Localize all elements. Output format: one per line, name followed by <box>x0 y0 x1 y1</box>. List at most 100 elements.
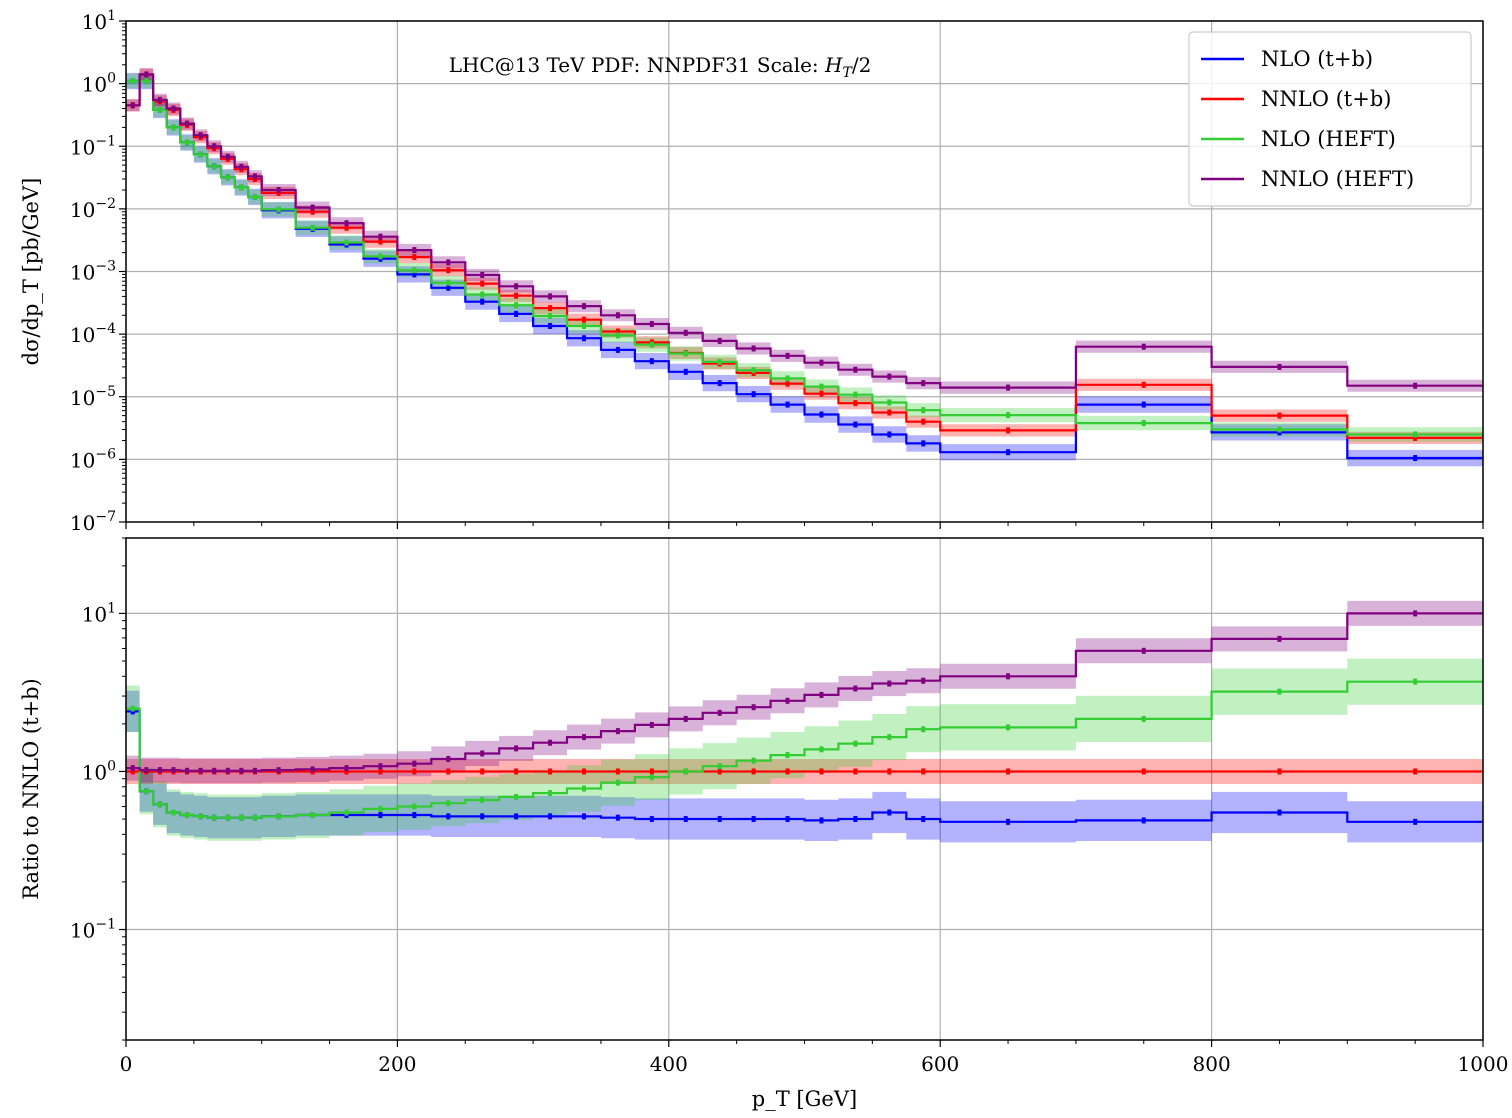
top-point-nnlo-t-b-15 <box>446 267 451 274</box>
top-point-nlo-t-b-23 <box>717 380 722 387</box>
top-point-nlo-t-b-24 <box>751 391 756 398</box>
bottom-point-nlo-heft-25 <box>785 752 790 759</box>
top-point-nlo-heft-14 <box>412 267 417 274</box>
bottom-point-nlo-heft-20 <box>615 779 620 786</box>
top-point-nnlo-t-b-27 <box>853 400 858 407</box>
bottom-plot-background <box>126 538 1483 1040</box>
top-point-nlo-heft-6 <box>212 163 217 170</box>
bottom-point-nnlo-heft-28 <box>887 680 892 687</box>
bottom-point-nnlo-heft-15 <box>446 755 451 762</box>
top-point-nnlo-t-b-16 <box>480 280 485 287</box>
top-axis-ticks: 101 100 10−1 10−2 10−3 10−4 10−5 10−6 10−7 <box>70 8 1484 535</box>
bottom-point-nnlo-t-b-16 <box>480 768 485 775</box>
y-tick-label-2: 10−1 <box>70 133 116 159</box>
top-point-nnlo-t-b-17 <box>514 292 519 299</box>
top-point-nnlo-t-b-13 <box>378 238 383 245</box>
y-tick-label-6: 10−5 <box>70 384 116 410</box>
bottom-point-nlo-heft-19 <box>581 785 586 792</box>
bottom-point-nlo-heft-7 <box>225 814 230 821</box>
top-point-nnlo-t-b-30 <box>1006 427 1011 434</box>
x-tick-label-2: 400 <box>650 1052 688 1076</box>
top-point-nnlo-heft-7 <box>225 153 230 160</box>
bottom-point-nnlo-t-b-27 <box>853 768 858 775</box>
top-point-nnlo-heft-5 <box>198 132 203 139</box>
top-point-nlo-t-b-27 <box>853 421 858 428</box>
top-point-nlo-heft-4 <box>185 139 190 146</box>
top-panel: 101 100 10−1 10−2 10−3 10−4 10−5 10−6 10−7 LHC@1… <box>19 8 1484 535</box>
bottom-point-nnlo-heft-5 <box>198 767 203 774</box>
top-point-nnlo-t-b-14 <box>412 254 417 261</box>
top-point-nlo-t-b-33 <box>1413 455 1418 462</box>
top-point-nnlo-heft-27 <box>853 366 858 373</box>
bottom-point-nnlo-t-b-13 <box>378 768 383 775</box>
top-point-nnlo-t-b-19 <box>581 316 586 323</box>
x-tick-label-1: 200 <box>378 1052 416 1076</box>
bottom-point-nlo-heft-12 <box>344 809 349 816</box>
bottom-point-nlo-t-b-32 <box>1277 809 1282 816</box>
top-point-nlo-heft-15 <box>446 279 451 286</box>
bottom-point-nlo-heft-8 <box>239 814 244 821</box>
bottom-point-nnlo-heft-17 <box>514 745 519 752</box>
top-point-nnlo-heft-23 <box>717 337 722 344</box>
bottom-point-nnlo-heft-14 <box>412 760 417 767</box>
top-point-nlo-heft-26 <box>819 383 824 390</box>
top-point-nlo-heft-17 <box>514 302 519 309</box>
bottom-point-nlo-t-b-26 <box>819 817 824 824</box>
top-point-nlo-t-b-15 <box>446 284 451 291</box>
bottom-point-nnlo-heft-4 <box>185 767 190 774</box>
bottom-series-lines <box>126 610 1483 825</box>
x-tick-label-0: 0 <box>120 1052 133 1076</box>
top-point-nnlo-heft-3 <box>171 105 176 112</box>
bottom-line-nlo-heft <box>126 680 1483 819</box>
top-point-nnlo-heft-21 <box>649 321 654 328</box>
bottom-point-nnlo-t-b-21 <box>649 768 654 775</box>
bottom-point-nnlo-heft-0 <box>130 765 135 772</box>
bottom-point-nnlo-heft-27 <box>853 685 858 692</box>
top-point-nnlo-heft-32 <box>1277 363 1282 370</box>
bottom-point-nnlo-heft-30 <box>1006 673 1011 680</box>
top-point-nlo-t-b-30 <box>1006 449 1011 456</box>
bottom-point-nnlo-heft-11 <box>310 766 315 773</box>
bottom-point-nnlo-heft-8 <box>239 767 244 774</box>
bottom-point-nlo-heft-13 <box>378 805 383 812</box>
top-point-nlo-t-b-25 <box>785 401 790 408</box>
bottom-point-nnlo-heft-6 <box>212 767 217 774</box>
bottom-point-nnlo-t-b-32 <box>1277 768 1282 775</box>
bottom-band-nnlo-heft <box>126 600 1483 784</box>
legend-label-nlo-heft: NLO (HEFT) <box>1261 127 1396 151</box>
top-point-nnlo-t-b-20 <box>615 328 620 335</box>
top-point-nnlo-heft-10 <box>276 187 281 194</box>
bottom-line-nnlo-heft <box>126 612 1483 772</box>
bottom-point-nlo-heft-32 <box>1277 688 1282 695</box>
bottom-point-nlo-t-b-20 <box>615 814 620 821</box>
top-point-nlo-heft-11 <box>310 224 315 231</box>
top-point-nlo-heft-31 <box>1141 420 1146 427</box>
bottom-point-nlo-heft-11 <box>310 812 315 819</box>
bottom-point-nnlo-t-b-17 <box>514 768 519 775</box>
bottom-point-nlo-heft-21 <box>649 774 654 781</box>
bottom-point-nnlo-t-b-30 <box>1006 768 1011 775</box>
bottom-point-nlo-heft-17 <box>514 793 519 800</box>
bottom-point-nlo-t-b-14 <box>412 812 417 819</box>
top-point-nlo-t-b-29 <box>921 440 926 447</box>
bottom-point-nlo-heft-18 <box>548 790 553 797</box>
bottom-point-nnlo-t-b-12 <box>344 768 349 775</box>
bottom-y-axis-label: Ratio to NNLO (t+b) <box>19 678 43 900</box>
top-point-nlo-heft-24 <box>751 367 756 374</box>
top-point-nlo-heft-25 <box>785 375 790 382</box>
bottom-point-nlo-heft-4 <box>185 812 190 819</box>
top-point-nlo-heft-0 <box>130 78 135 85</box>
top-point-nnlo-heft-15 <box>446 259 451 266</box>
bottom-point-nnlo-heft-24 <box>751 704 756 711</box>
top-point-nlo-heft-22 <box>683 350 688 357</box>
top-point-nlo-t-b-21 <box>649 358 654 365</box>
bottom-point-nnlo-t-b-14 <box>412 768 417 775</box>
bottom-point-nlo-t-b-28 <box>887 809 892 816</box>
bottom-point-nlo-t-b-19 <box>581 813 586 820</box>
bottom-point-nlo-heft-22 <box>683 768 688 775</box>
top-point-nnlo-heft-12 <box>344 220 349 227</box>
bottom-point-nnlo-heft-21 <box>649 721 654 728</box>
top-point-nnlo-heft-18 <box>548 293 553 300</box>
top-point-nlo-heft-32 <box>1277 426 1282 433</box>
